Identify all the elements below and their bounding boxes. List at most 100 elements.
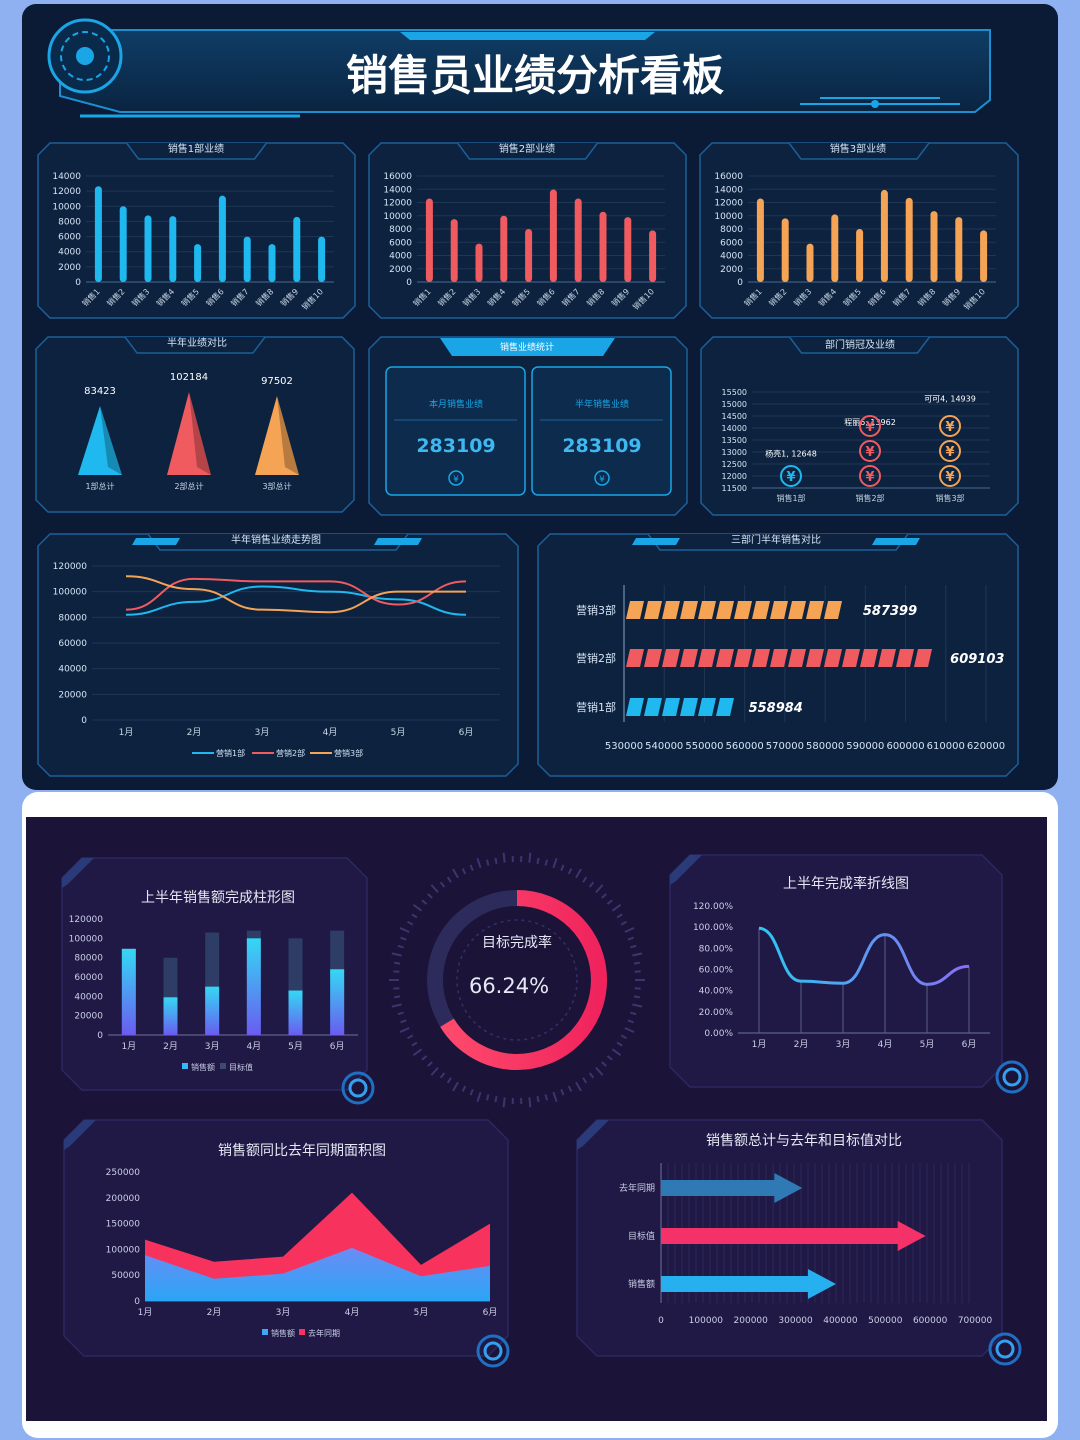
- gauge-tick: [627, 1019, 634, 1024]
- gauge-tick: [611, 903, 622, 912]
- y-tick-label: 4000: [389, 252, 412, 262]
- bar-销售8: [599, 211, 607, 282]
- corner-deco: [577, 1120, 609, 1150]
- y-tick-label: 50000: [111, 1271, 140, 1281]
- x-tick-label: 1月: [752, 1039, 767, 1050]
- gauge-tick: [502, 1097, 506, 1108]
- x-tick-label: 4月: [878, 1039, 893, 1050]
- ring-icon: [995, 1060, 1029, 1094]
- bar-segment: [824, 601, 842, 619]
- y-tick-label: 10000: [383, 212, 412, 222]
- bar-segment: [716, 698, 734, 716]
- y-tick-label: 120.00%: [693, 902, 733, 912]
- y-tick-label: 营销1部: [576, 700, 616, 714]
- bar-value-label: 558984: [749, 701, 803, 716]
- dept-champions: 部门销冠及业绩 11500 12000 12500 13000 13500 14000 145…: [722, 338, 990, 503]
- bar-销售6: [218, 195, 226, 282]
- y-tick-label: 0: [97, 1031, 103, 1041]
- y-tick-label: 40000: [58, 665, 87, 675]
- series-line-营销1部: [125, 585, 467, 616]
- gauge-tick: [630, 1011, 637, 1016]
- legend-label: 去年同期: [308, 1328, 340, 1338]
- x-tick-label: 6月: [459, 727, 474, 738]
- yuan-coin-icon: [939, 415, 961, 437]
- total-compare-chart: 销售额总计与去年和目标值对比 0 100000 200000 300000 400000 5…: [576, 1119, 1022, 1366]
- gauge-tick: [601, 1061, 607, 1067]
- gauge-tick: [461, 1085, 467, 1092]
- completion-line-chart: 上半年完成率折线图 0.00% 20.00% 40.00% 60.00% 80.00% 10…: [669, 854, 1029, 1094]
- x-tick-label: 6月: [330, 1041, 345, 1052]
- series-line-营销2部: [125, 577, 467, 611]
- gauge-tick: [469, 1089, 474, 1096]
- yuan-glyph: ¥: [786, 470, 795, 485]
- gauge-tick: [624, 927, 635, 933]
- bar-segment: [680, 601, 698, 619]
- corner-deco: [670, 855, 702, 885]
- gauge-tick: [391, 952, 402, 957]
- target-gauge: 目标完成率 66.24%: [389, 852, 645, 1108]
- bar-销售5: [525, 229, 533, 282]
- gauge-tick: [476, 857, 482, 869]
- y-tick-label: 80000: [58, 613, 87, 623]
- arrow-bar-目标值: [661, 1221, 926, 1251]
- x-tick-label: 4月: [246, 1041, 261, 1052]
- gauge-tick: [601, 893, 607, 899]
- gauge-tick: [575, 1081, 582, 1092]
- bar-销售5: [856, 229, 864, 282]
- gauge-tick: [394, 961, 401, 965]
- yuan-glyph: ¥: [945, 470, 954, 485]
- gauge-tick: [439, 881, 446, 888]
- gauge-tick: [446, 876, 452, 883]
- panel-title-tab: [788, 336, 931, 354]
- panel-title-tab: [788, 142, 930, 160]
- bar-segment: [698, 698, 716, 716]
- y-tick-label: 营销3部: [576, 603, 616, 617]
- bar-销售4: [831, 214, 839, 282]
- pyramid-label: 2部总计: [174, 481, 203, 491]
- ring-icon-inner: [1002, 1067, 1022, 1087]
- sales-bar: [163, 997, 178, 1035]
- x-tick-label: 3月: [276, 1307, 291, 1318]
- y-tick-label: 14000: [714, 185, 743, 195]
- chart-title: 销售3部业绩: [830, 142, 886, 155]
- gauge-tick: [560, 864, 565, 871]
- yuan-glyph: ¥: [865, 420, 874, 435]
- bar-segment: [806, 601, 824, 619]
- yuan-glyph: ¥: [945, 420, 954, 435]
- gauge-tick: [616, 1041, 623, 1047]
- pyramid-shade: [277, 396, 299, 475]
- bar-销售3: [806, 243, 814, 282]
- x-tick-label: 1月: [138, 1307, 153, 1318]
- gauge-tick: [633, 961, 640, 965]
- legend-label: 目标值: [229, 1062, 253, 1072]
- gauge-tick: [397, 1011, 404, 1016]
- gauge-tick: [552, 1091, 558, 1103]
- bar-value-label: 587399: [863, 604, 917, 619]
- yuan-icon: [594, 470, 610, 486]
- x-tick-label: 销售3部: [935, 493, 964, 503]
- y-tick-label: 0.00%: [704, 1029, 733, 1039]
- y-tick-label: 4000: [720, 252, 743, 262]
- corner-deco: [62, 858, 94, 888]
- panel-frame: [37, 533, 519, 777]
- sales-bar: [205, 986, 220, 1035]
- bar-销售9: [624, 217, 632, 282]
- pyramid-label: 1部总计: [85, 481, 114, 491]
- arrow-bar-销售额: [661, 1269, 836, 1299]
- gauge-tick: [616, 913, 623, 919]
- x-tick-label: 400000: [823, 1316, 858, 1326]
- bar-营销1部: [626, 698, 734, 716]
- y-tick-label: 8000: [720, 225, 743, 235]
- legend-swatch: [299, 1329, 305, 1335]
- bar-销售8: [268, 244, 276, 282]
- bar-销售5: [194, 244, 202, 282]
- y-tick-label: 14000: [52, 172, 81, 182]
- y-tick-label: 0: [406, 278, 412, 288]
- gauge-tick: [412, 1048, 423, 1057]
- y-tick-label: 12000: [52, 187, 81, 197]
- pyramid-value: 97502: [261, 376, 293, 387]
- x-tick-label: 5月: [288, 1041, 303, 1052]
- x-tick-label: 5月: [391, 727, 406, 738]
- gauge-tick: [446, 1077, 452, 1084]
